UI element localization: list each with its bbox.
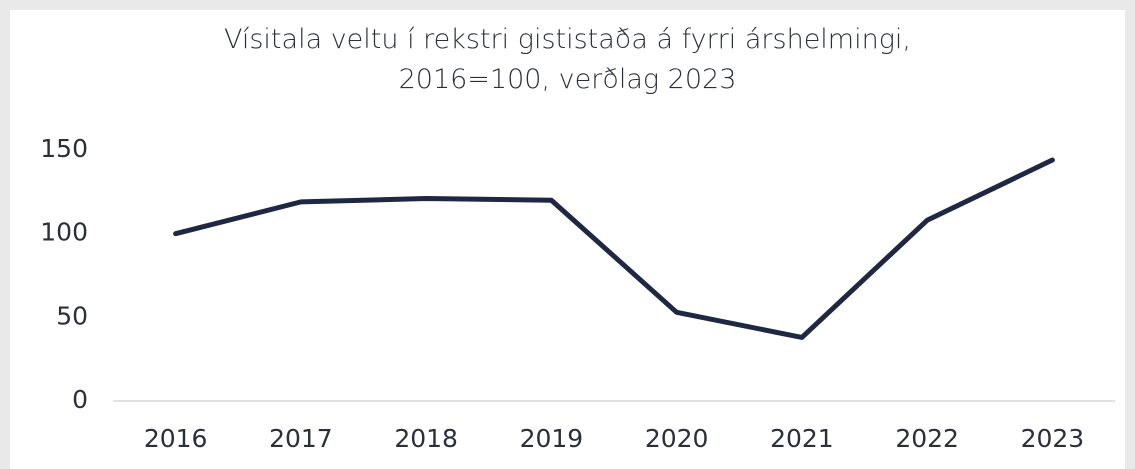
chart-panel [10,10,1125,469]
x-tick-label: 2019 [520,424,584,453]
y-tick-label: 0 [72,385,88,414]
x-tick-label: 2020 [645,424,709,453]
x-tick-label: 2022 [895,424,959,453]
y-tick-label: 50 [56,301,88,330]
y-tick-label: 150 [40,134,88,163]
chart-title: Vísitala veltu í rekstri gististaða á fy… [223,24,912,95]
line [173,157,1055,340]
x-tick-label: 2021 [770,424,834,453]
y-tick-label: 100 [40,218,88,247]
x-tick-label: 2018 [394,424,458,453]
x-tick-label: 2023 [1021,424,1085,453]
x-tick-label: 2016 [144,424,208,453]
x-tick-label: 2017 [269,424,333,453]
